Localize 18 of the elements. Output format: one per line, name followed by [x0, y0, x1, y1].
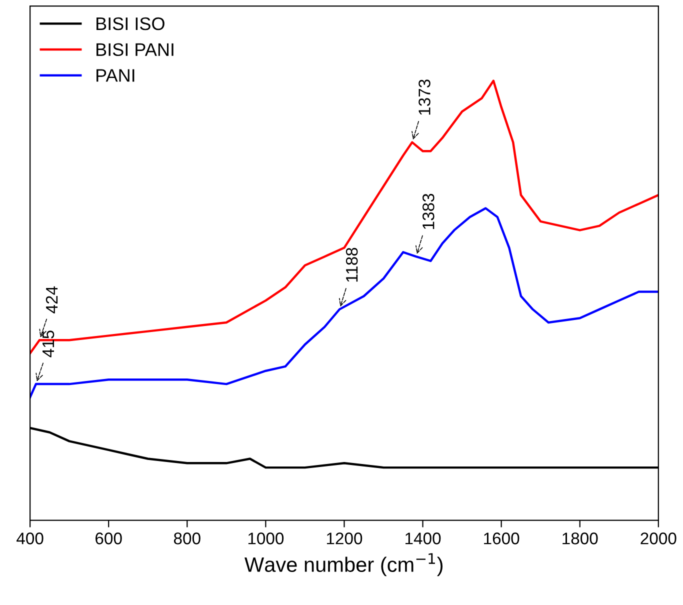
legend-label: BISI ISO	[96, 17, 164, 30]
x-tick-label: 1400	[406, 532, 441, 544]
annotation: 1383	[422, 194, 434, 229]
annotation: 424	[46, 286, 58, 314]
x-tick-label: 2000	[640, 532, 676, 544]
x-tick-label: 600	[96, 532, 122, 544]
legend-label: BISI PANI	[96, 43, 174, 56]
x-tick-label: 1200	[326, 532, 362, 544]
annotation: 1373	[418, 80, 430, 115]
x-tick-label: 1600	[484, 532, 520, 544]
x-tick-label: 400	[16, 532, 44, 544]
x-tick-label: 800	[174, 532, 200, 544]
x-axis-title: Wave number (cm$^{−1}$)	[244, 553, 443, 576]
x-tick-label: 1000	[248, 532, 284, 544]
annotation: 415	[42, 330, 54, 358]
annotation: 1188	[346, 248, 358, 282]
legend-label: PANI	[96, 69, 134, 82]
x-tick-label: 1800	[562, 532, 598, 544]
